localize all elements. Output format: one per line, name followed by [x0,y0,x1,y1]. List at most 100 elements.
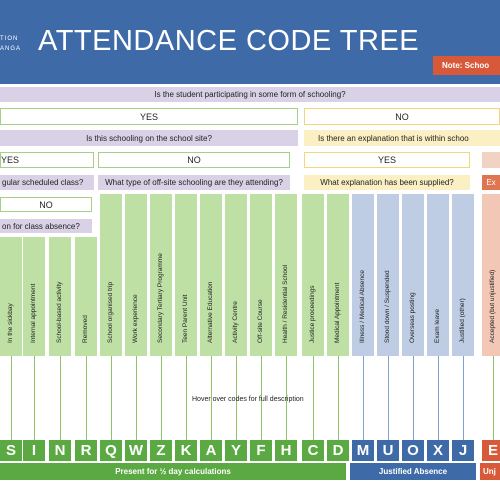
code-column-z: Secondary Tertiary Programme [150,194,172,356]
code-column-label: Internal appointment [30,283,37,343]
connector-line [261,356,262,440]
connector-line [313,356,314,440]
code-column-a: Alternative Education [200,194,222,356]
code-column-label: Secondary Tertiary Programme [157,253,164,343]
code-column-i: Internal appointment [23,237,45,356]
code-column-label: Exam leave [434,309,441,343]
logo-line-2: ANGA [0,46,22,52]
code-column-label: Activity Centre [232,301,239,343]
code-column-label: Justice proceedings [309,285,316,343]
question-on-site: Is this schooling on the school site? [0,130,298,146]
connector-line [413,356,414,440]
connector-line [186,356,187,440]
code-box-y[interactable]: Y [225,440,247,461]
code-column-label: Alternative Education [207,281,214,343]
code-column-label: Accepted (but unjustified) [489,269,496,343]
code-column-j: Justified (other) [452,194,474,356]
code-box-i[interactable]: I [23,440,45,461]
code-box-e[interactable]: E [482,440,500,461]
connector-line [338,356,339,440]
code-column-label: Overseas posting [409,292,416,343]
code-column-o: Overseas posting [402,194,424,356]
question-participating: Is the student participating in some for… [0,87,500,102]
code-box-w[interactable]: W [125,440,147,461]
logo: TION ANGA [0,36,21,53]
code-box-h[interactable]: H [275,440,297,461]
code-box-f[interactable]: F [250,440,272,461]
no-on-site: NO [98,152,290,168]
code-box-s[interactable]: S [0,440,22,461]
code-box-k[interactable]: K [175,440,197,461]
code-column-m: Illness / Medical Absence [352,194,374,356]
code-column-w: Work experience [125,194,147,356]
code-box-a[interactable]: A [200,440,222,461]
connector-line [286,356,287,440]
no-explanation-box [482,152,500,168]
code-column-label: Medical Appointment [334,282,341,343]
connector-line [34,356,35,440]
code-column-n: School-based activity [49,237,71,356]
code-column-c: Justice proceedings [302,194,324,356]
hover-hint: Hover over codes for full description [192,396,304,403]
code-box-j[interactable]: J [452,440,474,461]
question-class-absence: on for class absence? [0,219,92,233]
code-box-m[interactable]: M [352,440,374,461]
code-column-h: Health / Residential School [275,194,297,356]
connector-line [363,356,364,440]
no-scheduled-class: NO [0,197,92,212]
code-box-u[interactable]: U [377,440,399,461]
code-column-r: Removed [75,237,97,356]
code-column-k: Teen Parent Unit [175,194,197,356]
code-column-s: In the sickbay [0,237,22,356]
code-box-r[interactable]: R [75,440,97,461]
yes-on-site-label: YES [1,155,20,165]
logo-line-1: TION [0,36,19,42]
connector-line [493,356,494,440]
connector-line [463,356,464,440]
code-column-e: Accepted (but unjustified) [482,194,500,356]
code-column-label: Health / Residential School [282,264,289,343]
code-column-label: In the sickbay [7,303,14,343]
code-column-label: Stood down / Suspended [384,270,391,343]
code-column-d: Medical Appointment [327,194,349,356]
code-box-n[interactable]: N [49,440,71,461]
code-column-q: School organised trip [100,194,122,356]
code-column-x: Exam leave [427,194,449,356]
connector-line [136,356,137,440]
code-box-q[interactable]: Q [100,440,122,461]
code-column-label: Justified (other) [459,298,466,343]
code-column-label: School-based activity [56,281,63,343]
code-box-c[interactable]: C [302,440,324,461]
connector-line [111,356,112,440]
question-ex: Ex [482,175,500,190]
code-column-y: Activity Centre [225,194,247,356]
connector-line [438,356,439,440]
footer-unjustified: Unj [480,463,500,480]
page-title: ATTENDANCE CODE TREE [38,25,420,57]
code-box-d[interactable]: D [327,440,349,461]
code-column-label: Illness / Medical Absence [359,270,366,343]
question-explanation: Is there an explanation that is within s… [304,130,500,146]
question-scheduled-class: gular scheduled class? [0,175,94,190]
code-column-label: Off-site Course [257,299,264,343]
code-column-label: Removed [82,315,89,343]
yes-explanation: YES [304,152,470,168]
note-badge: Note: Schoo [433,56,500,75]
code-column-u: Stood down / Suspended [377,194,399,356]
question-explanation-type: What explanation has been supplied? [304,175,470,190]
footer-justified: Justified Absence [350,463,476,480]
code-column-label: Teen Parent Unit [182,294,189,343]
code-column-label: Work experience [132,294,139,343]
connector-line [161,356,162,440]
connector-line [388,356,389,440]
code-box-o[interactable]: O [402,440,424,461]
no-participating: NO [304,108,500,125]
code-box-x[interactable]: X [427,440,449,461]
connector-line [236,356,237,440]
connector-line [60,356,61,440]
header-banner [0,0,500,84]
code-box-z[interactable]: Z [150,440,172,461]
yes-participating: YES [0,108,298,125]
footer-present: Present for ½ day calculations [0,463,346,480]
yes-on-site: YES [0,152,94,168]
